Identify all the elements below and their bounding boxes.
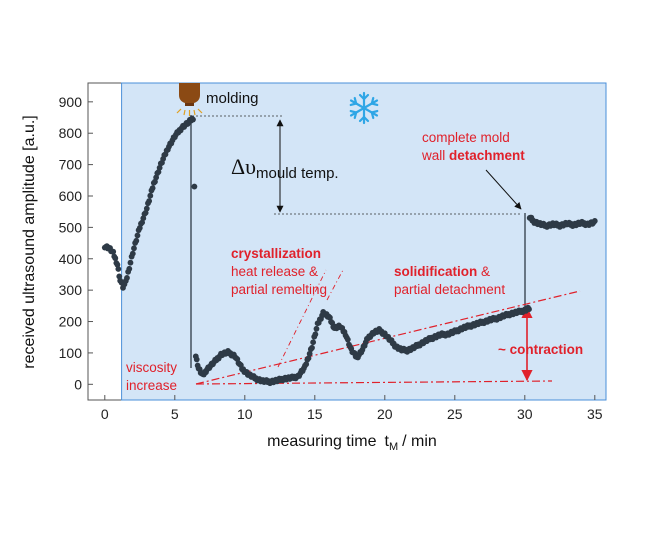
data-point (303, 361, 310, 368)
mold-detachment-label-line1: complete mold (422, 130, 510, 145)
data-point (124, 274, 130, 281)
y-tick-label: 100 (59, 345, 83, 361)
x-tick-label: 20 (377, 406, 393, 422)
data-point (112, 255, 119, 262)
data-point (312, 331, 319, 338)
viscosity-label: viscosity (126, 360, 177, 375)
data-point (309, 344, 315, 351)
y-tick-label: 200 (59, 314, 83, 330)
data-point (147, 192, 154, 199)
y-axis-label: received ultrasound amplitude [a.u.] (21, 115, 38, 368)
data-point (115, 266, 122, 272)
y-tick-label: 400 (59, 251, 83, 267)
data-point (591, 218, 598, 224)
y-tick-label: 700 (59, 157, 83, 173)
crystallization-line-2 (326, 269, 344, 301)
viscosity-baseline (195, 380, 553, 385)
x-tick-label: 0 (101, 406, 109, 422)
data-point (143, 205, 150, 212)
delta-label: Δυmould temp. (231, 154, 339, 182)
data-point (110, 248, 117, 255)
y-ticks: 0 100 200 300 400 500 600 700 800 900 (59, 94, 93, 392)
data-point (344, 336, 351, 343)
x-tick-label: 35 (587, 406, 603, 422)
data-point (305, 355, 312, 362)
data-point (193, 356, 200, 363)
injection-nozzle-icon (176, 83, 203, 116)
mold-detachment-label-line2: wall detachment (421, 148, 525, 163)
data-point (310, 339, 317, 346)
detachment-pointer-arrow (485, 169, 522, 210)
x-tick-label: 15 (307, 406, 323, 422)
y-tick-label: 800 (59, 125, 83, 141)
partial-remelting-label: partial remelting (231, 282, 327, 297)
data-point (191, 183, 198, 190)
data-point (526, 215, 533, 221)
data-point (126, 265, 133, 272)
solidification-label: solidification & (394, 264, 490, 279)
data-point (114, 261, 121, 268)
data-point (131, 245, 137, 252)
data-point (149, 185, 156, 192)
x-tick-label: 5 (171, 406, 179, 422)
y-tick-label: 0 (74, 376, 82, 392)
partial-detachment-label: partial detachment (394, 282, 505, 297)
increase-label: increase (126, 378, 177, 393)
y-tick-label: 900 (59, 94, 83, 110)
y-tick-label: 500 (59, 219, 83, 235)
x-tick-label: 10 (237, 406, 253, 422)
data-point (134, 232, 141, 239)
data-point (146, 198, 153, 204)
data-points (101, 115, 598, 387)
x-ticks: 0 5 10 15 20 25 30 35 (101, 395, 603, 422)
x-tick-label: 25 (447, 406, 463, 422)
data-point (306, 350, 313, 357)
heat-release-label: heat release & (231, 264, 318, 279)
snowflake-icon (347, 91, 381, 125)
y-tick-label: 300 (59, 282, 83, 298)
molding-label: molding (206, 90, 259, 107)
data-point (127, 259, 134, 266)
y-tick-label: 600 (59, 188, 83, 204)
data-point (313, 325, 320, 332)
data-point (133, 237, 140, 244)
x-tick-label: 30 (517, 406, 533, 422)
x-axis-label: measuring time tM / min (267, 433, 437, 453)
crystallization-label: crystallization (231, 246, 321, 261)
data-point (116, 273, 123, 280)
contraction-label: ~ contraction (498, 342, 583, 357)
data-point (129, 250, 136, 257)
data-point (190, 116, 196, 123)
data-point (526, 306, 532, 313)
